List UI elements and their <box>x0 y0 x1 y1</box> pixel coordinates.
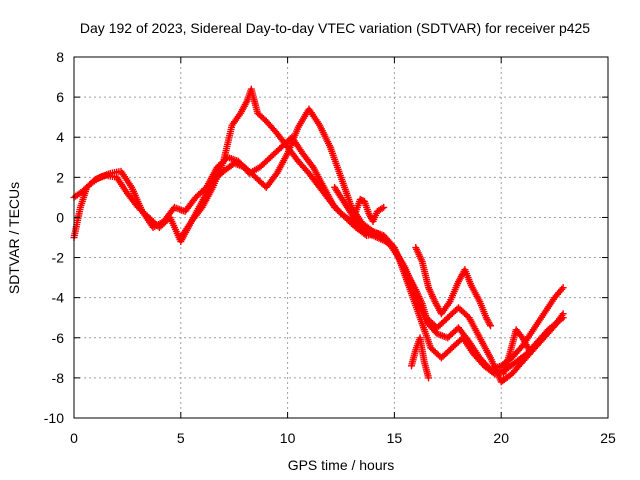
y-tick-label: 0 <box>56 209 64 225</box>
series-arc-8 <box>499 326 533 378</box>
data-point <box>486 320 494 328</box>
data-point <box>525 346 533 354</box>
y-tick-label: 8 <box>56 49 64 65</box>
y-tick-label: 2 <box>56 169 64 185</box>
series-arc-1 <box>70 105 567 374</box>
y-tick-label: 6 <box>56 89 64 105</box>
grid <box>74 57 608 418</box>
data-marks <box>70 85 567 386</box>
x-tick-label: 20 <box>493 430 509 446</box>
x-axis-label: GPS time / hours <box>287 457 395 473</box>
y-tick-label: 4 <box>56 129 64 145</box>
data-point <box>378 204 386 212</box>
series-arc-6 <box>407 334 433 382</box>
x-tick-label: 5 <box>177 430 185 446</box>
series-arc-2 <box>70 133 567 378</box>
series-arc-3 <box>177 85 567 386</box>
x-tick-label: 15 <box>387 430 403 446</box>
data-point <box>422 314 430 322</box>
plot-frame <box>73 56 609 419</box>
data-point <box>487 322 495 330</box>
y-tick-label: -2 <box>52 250 65 266</box>
data-point <box>380 203 388 211</box>
data-point <box>559 310 567 318</box>
ticks: 0 5 10 15 20 25 -10 -8 -6 -4 -2 0 2 4 6 8 <box>44 49 616 446</box>
y-tick-label: -8 <box>52 370 65 386</box>
y-tick-label: -6 <box>52 330 65 346</box>
series-arc-5 <box>348 195 388 227</box>
series-arc-7 <box>412 244 495 330</box>
x-tick-label: 25 <box>600 430 616 446</box>
data-point <box>425 374 433 382</box>
x-tick-label: 10 <box>280 430 296 446</box>
y-tick-label: -4 <box>52 290 65 306</box>
data-point <box>559 284 567 292</box>
chart-title: Day 192 of 2023, Sidereal Day-to-day VTE… <box>79 20 591 36</box>
x-tick-label: 0 <box>70 430 78 446</box>
y-tick-label: -10 <box>44 410 64 426</box>
